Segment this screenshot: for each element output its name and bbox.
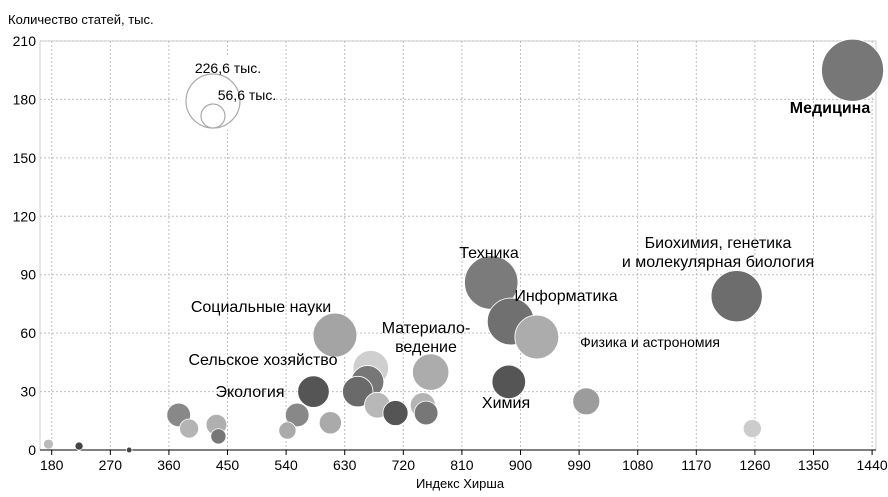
bubble-label: Сельское хозяйство xyxy=(188,352,337,369)
bubble xyxy=(491,364,526,400)
bubble xyxy=(74,441,84,451)
bubble xyxy=(43,438,54,450)
legend-small-circle xyxy=(200,103,226,129)
bubble xyxy=(278,421,297,440)
x-tick-label: 810 xyxy=(450,457,474,473)
bubble-label-line: и молекулярная биология xyxy=(622,254,814,271)
x-tick-label: 1080 xyxy=(622,457,653,473)
bubble-labels: Медицина Биохимия, генетика и молекулярная… xyxy=(188,100,870,412)
bubble xyxy=(318,411,342,435)
x-tick-label: 1350 xyxy=(798,457,829,473)
legend-large-label: 226,6 тыс. xyxy=(195,60,261,76)
bubble-label: Экология xyxy=(215,384,284,401)
y-tick-label: 120 xyxy=(13,208,37,224)
bubble xyxy=(312,312,358,358)
x-tick-label: 1170 xyxy=(681,457,711,473)
bubble xyxy=(297,375,330,408)
y-tick-label: 30 xyxy=(20,384,36,400)
y-axis-title: Количество статей, тыс. xyxy=(8,12,154,27)
y-tick-label: 0 xyxy=(28,442,36,458)
bubble xyxy=(342,375,374,408)
x-tick-label: 270 xyxy=(99,457,123,473)
bubble-label: Социальные науки xyxy=(191,299,331,316)
legend-small-label: 56,6 тыс. xyxy=(218,87,277,103)
bubble xyxy=(413,400,439,426)
axes: 0 30 60 90 120 150 180 210 180 270 360 450 540 630 720… xyxy=(13,33,888,473)
bubble xyxy=(514,314,560,360)
bubble-label-line: Сельское хозяйство xyxy=(188,352,337,369)
size-legend: 226,6 тыс. 56,6 тыс. xyxy=(177,56,276,130)
bubble-label-line: Физика и астрономия xyxy=(580,334,720,350)
bubble-label-line: Химия xyxy=(482,395,530,412)
bubble-label-line: Медицина xyxy=(790,100,871,117)
bubble xyxy=(710,270,763,323)
bubble-label: Медицина xyxy=(790,100,871,117)
y-tick-label: 60 xyxy=(20,325,36,341)
x-tick-label: 540 xyxy=(274,457,298,473)
bubble xyxy=(284,402,310,428)
bubble-label: Физика и астрономия xyxy=(580,334,720,350)
y-tick-label: 210 xyxy=(13,33,37,49)
bubble-label-line: Экология xyxy=(215,384,284,401)
bubble-label-line: Информатика xyxy=(514,288,617,305)
bubble-label-line: Биохимия, генетика xyxy=(645,235,792,252)
bubble xyxy=(572,387,601,416)
bubble xyxy=(179,418,200,439)
y-tick-label: 90 xyxy=(20,267,36,283)
bubble xyxy=(821,38,884,102)
bubble-label: Техника xyxy=(459,245,519,262)
x-tick-label: 990 xyxy=(567,457,591,473)
bubble-label: Информатика xyxy=(514,288,617,305)
x-tick-label: 720 xyxy=(392,457,416,473)
y-tick-label: 150 xyxy=(13,150,37,166)
x-tick-label: 450 xyxy=(216,457,240,473)
grid xyxy=(39,40,877,451)
bubble-label-line: Социальные науки xyxy=(191,299,331,316)
bubble-label-line: Материало- xyxy=(382,320,471,337)
bubble-label: Материало-ведение xyxy=(382,320,471,356)
bubble xyxy=(742,419,762,439)
x-axis-title: Индекс Хирша xyxy=(416,476,505,491)
bubble-label: Химия xyxy=(482,395,530,412)
bubble xyxy=(125,446,133,454)
x-tick-label: 1440 xyxy=(857,457,888,473)
bubble xyxy=(382,400,409,426)
bubble xyxy=(412,353,450,391)
x-tick-label: 180 xyxy=(40,457,64,473)
bubbles xyxy=(43,38,884,454)
bubble xyxy=(210,428,227,445)
bubble-label: Биохимия, генетика и молекулярная биологи… xyxy=(622,235,814,271)
bubble-label-line: ведение xyxy=(395,339,457,356)
y-tick-label: 180 xyxy=(13,91,37,107)
bubble-label-line: Техника xyxy=(459,245,519,262)
x-tick-label: 360 xyxy=(157,457,181,473)
x-tick-label: 900 xyxy=(509,457,533,473)
x-tick-label: 630 xyxy=(333,457,357,473)
x-tick-label: 1260 xyxy=(739,457,770,473)
